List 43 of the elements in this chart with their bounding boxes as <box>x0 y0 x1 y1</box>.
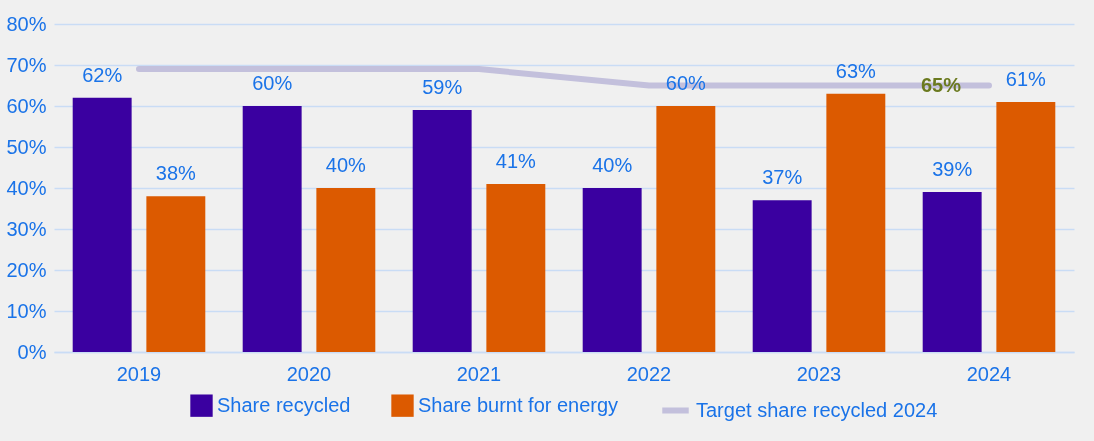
data-label: 41% <box>495 149 537 172</box>
legend-label: Target share recycled 2024 <box>696 398 938 421</box>
bar <box>752 200 812 352</box>
data-label: 62% <box>82 63 123 86</box>
y-tick-label: 70% <box>6 53 47 76</box>
data-label: 60% <box>665 72 707 94</box>
legend-label: Share burnt for energy <box>418 393 619 416</box>
y-tick-label: 80% <box>6 12 47 35</box>
y-tick-label: 30% <box>6 217 47 240</box>
data-label: 63% <box>835 59 877 82</box>
bar <box>996 101 1056 352</box>
x-tick-label: 2024 <box>966 362 1012 385</box>
x-tick-label: 2019 <box>116 362 162 385</box>
y-tick-label: 60% <box>6 94 47 117</box>
annotation: 65% <box>920 73 962 96</box>
bar <box>242 106 302 352</box>
x-tick-label: 2023 <box>796 362 842 385</box>
data-label: 40% <box>325 154 367 176</box>
bar <box>826 93 886 352</box>
bar <box>656 106 716 352</box>
y-tick-label: 40% <box>6 176 47 199</box>
data-label: 60% <box>252 72 293 94</box>
bar <box>146 196 206 352</box>
data-label: 61% <box>1005 67 1047 90</box>
y-tick-label: 10% <box>6 299 47 322</box>
bar <box>582 188 642 352</box>
bar <box>922 192 982 352</box>
bar <box>486 183 546 352</box>
x-tick-label: 2022 <box>626 362 672 385</box>
bar <box>412 110 472 352</box>
data-label: 59% <box>422 76 463 99</box>
data-label: 40% <box>592 154 633 176</box>
data-label: 38% <box>155 162 197 185</box>
bar <box>316 188 376 352</box>
y-tick-label: 20% <box>6 258 47 281</box>
data-label: 37% <box>762 166 803 189</box>
y-tick-label: 50% <box>6 135 47 158</box>
y-tick-label: 0% <box>17 340 47 363</box>
x-tick-label: 2020 <box>286 362 332 385</box>
legend-label: Share recycled <box>217 393 351 416</box>
bar <box>72 97 132 352</box>
data-label: 39% <box>932 158 973 181</box>
x-tick-label: 2021 <box>456 362 502 385</box>
